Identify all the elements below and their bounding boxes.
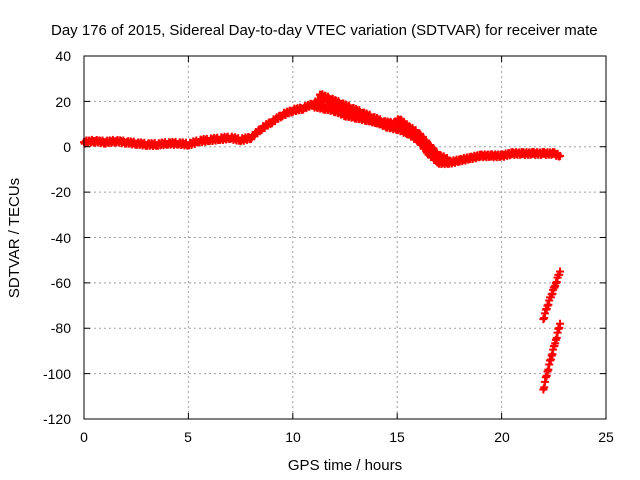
x-tick-label: 0: [80, 429, 88, 445]
y-tick-label: -80: [51, 320, 71, 336]
y-tick-label: -20: [51, 184, 71, 200]
chart-title: Day 176 of 2015, Sidereal Day-to-day VTE…: [51, 22, 598, 39]
data-markers: [309, 101, 443, 165]
data-markers: [539, 319, 565, 394]
y-tick-label: -60: [51, 275, 71, 291]
x-axis-label: GPS time / hours: [288, 457, 402, 474]
y-axis-label: SDTVAR / TECUs: [6, 178, 23, 298]
y-tick-label: -100: [43, 366, 71, 382]
series-short-segment-1: [539, 267, 565, 324]
y-tick-label: -40: [51, 230, 71, 246]
x-tick-label: 10: [285, 429, 301, 445]
x-tick-label: 15: [389, 429, 405, 445]
series-lower-arc: [309, 101, 443, 165]
x-tick-label: 25: [598, 429, 614, 445]
y-tick-label: 20: [55, 94, 71, 110]
data-layer: [80, 90, 565, 394]
y-tick-label: 0: [63, 139, 71, 155]
axis-ticks: [83, 55, 607, 420]
y-tick-label: 40: [55, 48, 71, 64]
x-tick-label: 5: [184, 429, 192, 445]
x-tick-label: 20: [494, 429, 510, 445]
data-markers: [539, 267, 565, 324]
y-tick-label: -120: [43, 411, 71, 427]
series-short-segment-2: [539, 319, 565, 394]
